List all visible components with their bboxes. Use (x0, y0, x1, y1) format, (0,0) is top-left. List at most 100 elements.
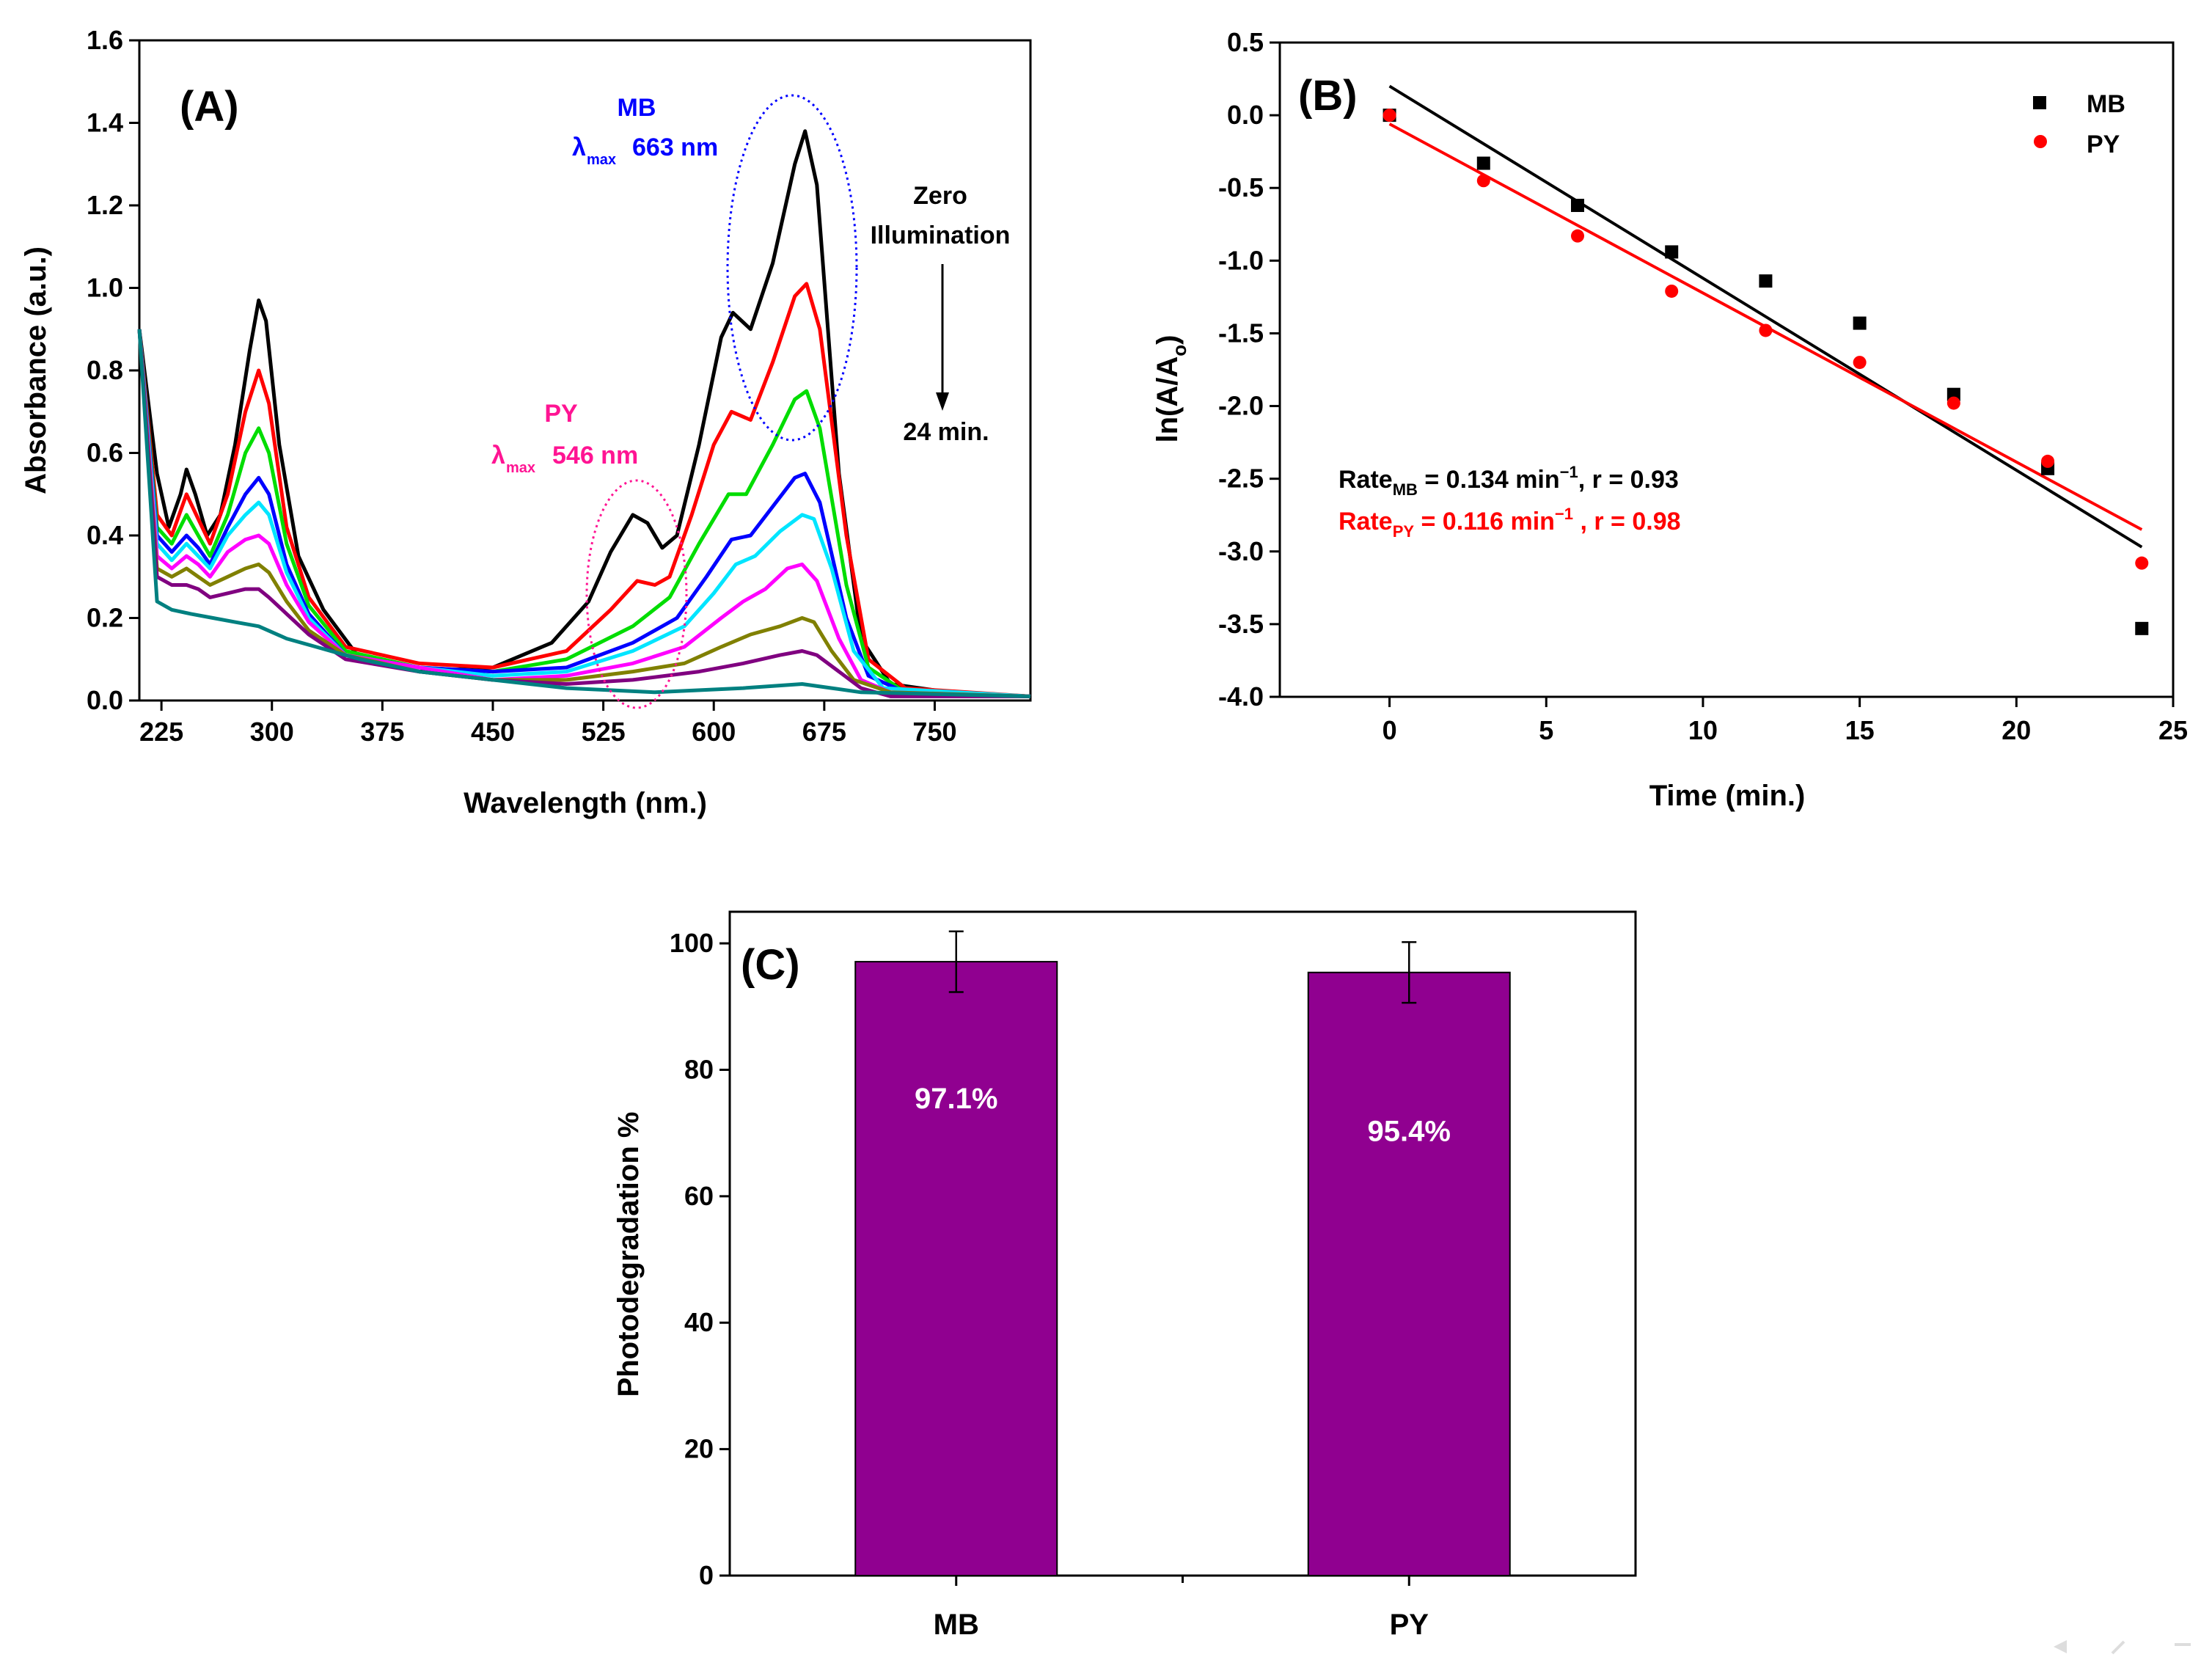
panel-c-bars: 97.1% 95.4% (854, 930, 1511, 1576)
panel-b-y-ticks: 0.5 0.0 -0.5 -1.0 -1.5 -2.0 -2.5 -3.0 -3.5 -4.0 (1218, 27, 1280, 712)
panel-a-x-tick-label: 675 (802, 717, 846, 747)
panel-c-label: (C) (741, 941, 800, 989)
data-point-py (1947, 396, 1960, 410)
bar-value-label-mb: 97.1% (915, 1083, 997, 1115)
data-point-py (1382, 109, 1396, 122)
py-lambda-value: 546 nm (552, 442, 638, 469)
mb-lambda-value: 663 nm (632, 133, 718, 161)
data-point-mb (1571, 199, 1584, 213)
panel-c-y-axis-label: Photodegradation % (612, 1112, 645, 1397)
data-point-py (1853, 356, 1867, 370)
panel-a-label: (A) (180, 83, 239, 131)
legend-mb-label: MB (2087, 90, 2125, 118)
time-arrow-head (936, 392, 949, 411)
panel-b-y-axis-label: ln(A/Ao) (1151, 335, 1190, 443)
bar-py (1307, 971, 1511, 1576)
panel-c-bar-chart: 0 20 40 60 80 100 MB PY 97.1% 95.4% (C) Photode… (612, 910, 1637, 1641)
panel-a-y-tick-label: 0.8 (87, 355, 123, 385)
arrow-label-zero: Zero (913, 182, 967, 210)
panel-b-x-tick-label: 0 (1382, 715, 1397, 745)
panel-a-x-tick-label: 225 (139, 717, 183, 747)
mb-lambda-subscript: max (587, 152, 616, 168)
py-lambda-symbol: λ (491, 442, 505, 469)
data-point-mb (1476, 156, 1490, 170)
panel-b-x-tick-label: 15 (1845, 715, 1875, 745)
panel-b-x-axis-label: Time (min.) (1649, 780, 1806, 812)
pencil-icon (2111, 1640, 2125, 1655)
panel-b-x-tick-label: 25 (2158, 715, 2188, 745)
panel-b-x-tick-label: 10 (1688, 715, 1718, 745)
panel-a-y-tick-label: 0.0 (87, 685, 123, 715)
spectrum-line (137, 329, 1031, 698)
panel-a-x-ticks: 225 300 375 450 525 600 675 750 (139, 701, 957, 747)
mb-lambda-symbol: λ (572, 133, 586, 161)
data-point-py (1476, 174, 1490, 188)
panel-b-y-tick-label: 0.0 (1227, 100, 1264, 130)
panel-b-y-tick-label: 0.5 (1227, 27, 1264, 57)
panel-c-y-tick-label: 20 (684, 1434, 714, 1464)
panel-b-label: (B) (1298, 72, 1358, 120)
panel-a-x-tick-label: 750 (912, 717, 956, 747)
menu-icon (2175, 1643, 2191, 1646)
panel-a-y-tick-label: 1.4 (87, 108, 123, 138)
panel-b-y-tick-label: -1.5 (1218, 318, 1264, 348)
py-annotation-name: PY (544, 400, 578, 428)
mb-peak-ellipse (726, 94, 858, 442)
panel-a-y-axis-label: Absorbance (a.u.) (20, 246, 52, 494)
panel-b-y-tick-label: -0.5 (1218, 172, 1264, 202)
panel-c-y-tick-label: 40 (684, 1307, 714, 1337)
panel-a-y-ticks: 0.0 0.2 0.4 0.6 0.8 1.0 1.2 1.4 1.6 (87, 25, 139, 715)
data-point-mb (1665, 245, 1679, 259)
fit-line-mb (1388, 84, 2143, 549)
panel-a-x-tick-label: 525 (582, 717, 626, 747)
bar-value-label-py: 95.4% (1368, 1116, 1451, 1148)
data-point-py (1665, 284, 1679, 298)
panel-b-legend: MB PY (2033, 90, 2125, 158)
panel-b-y-tick-label: -3.0 (1218, 536, 1264, 566)
bar-mb (854, 961, 1058, 1576)
legend-py-label: PY (2087, 131, 2120, 158)
panel-c-x-ticks: MB PY (934, 1576, 1429, 1641)
corner-nav-icons (2054, 1640, 2191, 1655)
legend-mb-marker (2033, 96, 2046, 109)
spectrum-line (137, 329, 1031, 698)
data-point-py (1571, 229, 1584, 243)
data-point-mb (2135, 621, 2149, 635)
panel-a-x-tick-label: 375 (360, 717, 404, 747)
data-point-mb (1853, 316, 1867, 330)
panel-a-x-tick-label: 450 (471, 717, 515, 747)
panel-b-y-tick-label: -2.0 (1218, 391, 1264, 421)
legend-py-marker (2034, 135, 2047, 148)
panel-c-y-tick-label: 100 (670, 928, 714, 958)
panel-c-y-tick-label: 0 (699, 1560, 714, 1590)
panel-a-series-lines (137, 129, 1031, 698)
panel-a-y-tick-label: 1.0 (87, 273, 123, 303)
panel-b-plot-frame (1278, 41, 2175, 698)
spectrum-line (137, 329, 1031, 698)
data-point-py (2041, 454, 2055, 468)
panel-b-y-tick-label: -3.5 (1218, 609, 1264, 639)
panel-c-x-tick-label: PY (1390, 1609, 1429, 1641)
panel-a-x-tick-label: 300 (250, 717, 294, 747)
panel-a-x-axis-label: Wavelength (nm.) (464, 787, 707, 819)
panel-a-y-tick-label: 1.6 (87, 25, 123, 55)
panel-c-y-tick-label: 80 (684, 1054, 714, 1084)
arrow-left-icon (2054, 1640, 2067, 1653)
panel-b-x-tick-label: 20 (2002, 715, 2031, 745)
arrow-label-24min: 24 min. (903, 418, 989, 446)
panel-a-y-tick-label: 1.2 (87, 190, 123, 220)
panel-b-kinetics-chart: 0 5 10 15 20 25 0.5 0.0 -0.5 -1.0 -1.5 -2.0 -2.5 -3.… (1151, 27, 2188, 812)
panel-a-y-tick-label: 0.2 (87, 603, 123, 633)
data-point-py (2135, 556, 2149, 570)
arrow-label-illumination: Illumination (871, 222, 1011, 249)
data-point-mb (1759, 274, 1773, 288)
panel-a-y-tick-label: 0.6 (87, 438, 123, 468)
rate-py-annotation: RatePY = 0.116 min−1 , r = 0.98 (1338, 505, 1681, 541)
py-lambda-subscript: max (506, 460, 535, 476)
panel-a-spectra-chart: 225 300 375 450 525 600 675 750 0.0 0.2 0.4 0.6 0.8… (20, 25, 1032, 819)
rate-mb-annotation: RateMB = 0.134 min−1, r = 0.93 (1338, 463, 1679, 499)
panel-a-x-tick-label: 600 (692, 717, 736, 747)
py-peak-ellipse (585, 479, 688, 709)
panel-b-x-tick-label: 5 (1539, 715, 1553, 745)
